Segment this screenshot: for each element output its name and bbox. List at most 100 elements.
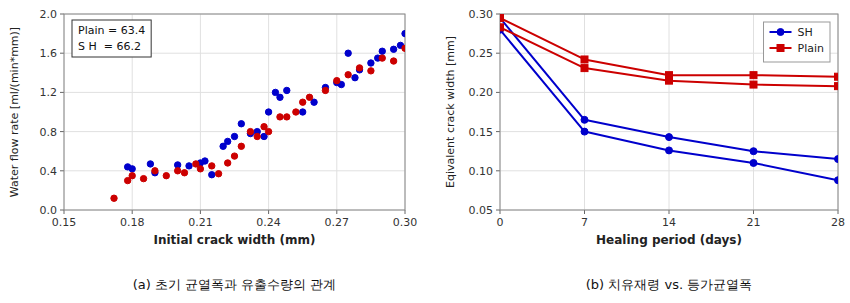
tick-label-x: 21 xyxy=(747,216,761,229)
line-series xyxy=(500,14,838,80)
line xyxy=(500,18,838,159)
annotation-text: Plain = 63.4S H = 66.2 xyxy=(78,24,145,53)
grid-line-y xyxy=(500,131,838,132)
tick-label-y: 0.0 xyxy=(40,204,58,217)
tick-y xyxy=(60,14,64,15)
scatter-point xyxy=(300,99,306,105)
tick-label-y: 0.10 xyxy=(469,165,494,178)
scatter-point xyxy=(224,160,230,166)
axis-label-y: Water flow rate [ml/(min*mm)] xyxy=(8,27,21,197)
scatter-point xyxy=(390,58,396,64)
legend-box xyxy=(764,22,830,62)
plot-area xyxy=(64,14,405,210)
scatter-point xyxy=(231,133,237,139)
tick-x xyxy=(64,210,65,214)
line-point xyxy=(500,14,504,21)
legend: SHPlain xyxy=(764,22,830,62)
legend-swatch-marker xyxy=(777,29,784,36)
line-point xyxy=(835,177,839,184)
annotation-line: S H = 66.2 xyxy=(78,40,141,53)
plot-frame xyxy=(500,14,838,210)
tick-label-y: 0.4 xyxy=(40,165,58,178)
chart-panel: 071421280.050.100.150.200.250.30Healing … xyxy=(444,8,845,292)
scatter-point xyxy=(345,50,351,56)
scatter-point xyxy=(209,172,215,178)
tick-y xyxy=(496,14,500,15)
scatter-point xyxy=(293,109,299,115)
scatter-point xyxy=(197,166,203,172)
tick-label-x: 0 xyxy=(497,216,504,229)
scatter-point xyxy=(345,72,351,78)
scatter-point xyxy=(379,55,385,61)
tick-label-y: 2.0 xyxy=(40,8,58,21)
line-point xyxy=(750,148,757,155)
scatter-point xyxy=(368,60,374,66)
tick-label-y: 1.2 xyxy=(40,86,58,99)
tick-y xyxy=(60,170,64,171)
legend-swatch-marker xyxy=(777,45,784,52)
scatter-point xyxy=(181,170,187,176)
tick-label-x: 0.27 xyxy=(325,216,350,229)
line-point xyxy=(581,128,588,135)
tick-label-y: 0.8 xyxy=(40,126,58,139)
scatter-point xyxy=(322,87,328,93)
tick-label-y: 0.25 xyxy=(469,47,494,60)
plot-frame xyxy=(64,14,405,210)
scatter-point xyxy=(300,109,306,115)
scatter-point xyxy=(174,168,180,174)
chart-title: (b) 치유재령 vs. 등가균열폭 xyxy=(586,277,752,292)
scatter-point xyxy=(284,87,290,93)
scatter-point xyxy=(147,161,153,167)
tick-x xyxy=(268,210,269,214)
tick-label-x: 0.18 xyxy=(120,216,145,229)
tick-x xyxy=(336,210,337,214)
line-point xyxy=(666,134,673,141)
scatter-point xyxy=(111,195,117,201)
scatter-point xyxy=(277,114,283,120)
scatter-point xyxy=(215,171,221,177)
line-point xyxy=(750,81,757,88)
grid-line-y xyxy=(64,131,405,132)
line-point xyxy=(500,24,504,31)
plot-area xyxy=(500,14,838,210)
grid xyxy=(64,14,405,210)
scatter-series xyxy=(124,30,405,178)
scatter-point xyxy=(152,168,158,174)
tick-x xyxy=(753,210,754,214)
tick-label-y: 0.15 xyxy=(469,126,494,139)
scatter-point xyxy=(368,68,374,74)
scatter-point xyxy=(247,128,253,134)
scatter-point xyxy=(379,48,385,54)
tick-y xyxy=(60,210,64,211)
tick-x xyxy=(500,210,501,214)
tick-y xyxy=(496,170,500,171)
grid-line-x xyxy=(669,14,670,210)
scatter-series xyxy=(111,45,405,201)
scatter-point xyxy=(209,163,215,169)
scatter-point xyxy=(352,75,358,81)
figure: 0.150.180.210.240.270.300.00.40.81.21.62… xyxy=(0,0,850,303)
legend-label: SH xyxy=(798,26,813,39)
line-point xyxy=(581,116,588,123)
grid-line-y xyxy=(64,170,405,171)
grid-line-x xyxy=(584,14,585,210)
scatter-point xyxy=(254,133,260,139)
tick-label-y: 0.30 xyxy=(469,8,494,21)
legend-item: SH xyxy=(770,26,813,39)
axis-label-y: Eqivalent crack width [mm] xyxy=(444,36,457,188)
scatter-point xyxy=(129,166,135,172)
scatter-point xyxy=(163,173,169,179)
scatter-point xyxy=(402,30,405,36)
scatter-point xyxy=(129,173,135,179)
scatter-point xyxy=(238,121,244,127)
tick-x xyxy=(838,210,839,214)
annotation-box xyxy=(72,20,151,57)
grid-line-x xyxy=(336,14,337,210)
tick-y xyxy=(60,92,64,93)
grid-line-x xyxy=(200,14,201,210)
marks xyxy=(500,14,838,183)
tick-x xyxy=(405,210,406,214)
scatter-point xyxy=(334,77,340,83)
tick-label-y: 1.6 xyxy=(40,47,58,60)
chart-title: (a) 초기 균열폭과 유출수량의 관계 xyxy=(133,277,337,292)
